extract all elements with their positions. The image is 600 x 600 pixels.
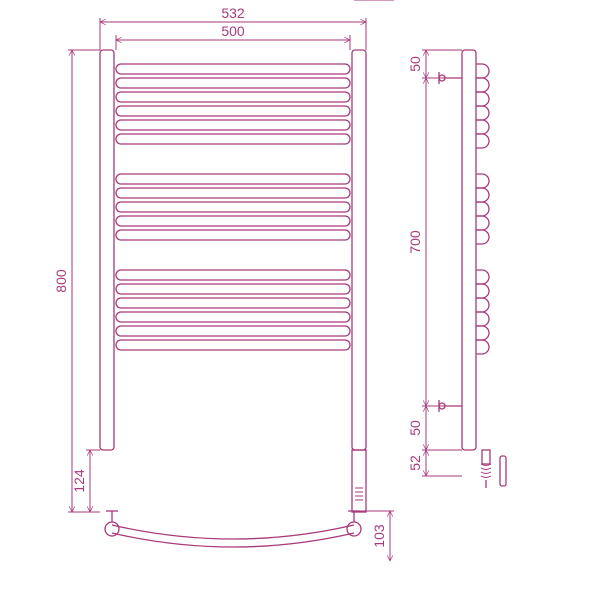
dim-label: 500 bbox=[221, 23, 245, 39]
front-view bbox=[100, 50, 366, 512]
side-view bbox=[439, 50, 506, 488]
dim-label: 103 bbox=[371, 524, 387, 548]
dim-label: 800 bbox=[53, 269, 69, 293]
dim-label: 532 bbox=[221, 5, 245, 21]
technical-drawing: 532 500 800 124 50 700 50 52 103 bbox=[0, 0, 600, 600]
top-view bbox=[105, 511, 361, 547]
dim-label: 124 bbox=[71, 469, 87, 493]
dim-label: 50 bbox=[407, 420, 423, 436]
dim-label: 52 bbox=[407, 455, 423, 471]
dim-label: 50 bbox=[407, 56, 423, 72]
dim-label: 700 bbox=[407, 230, 423, 254]
